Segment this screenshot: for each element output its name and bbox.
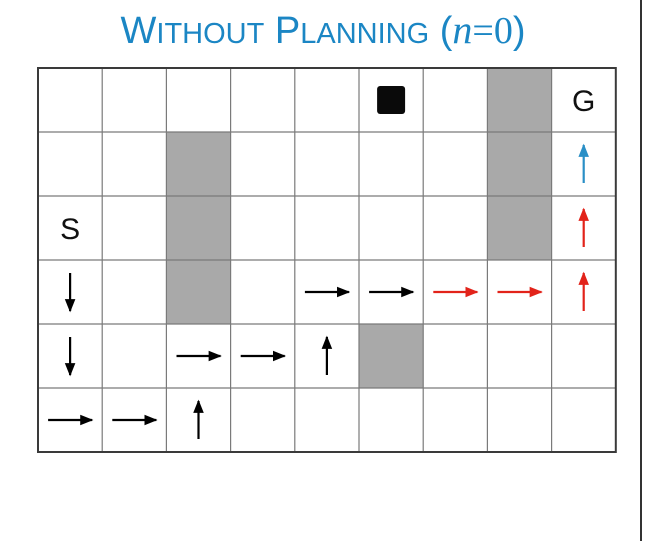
title-initial-p: P [274,10,301,52]
title-equals-zero: =0 [472,10,513,52]
title-variable-n: n [452,7,473,52]
title-rest-planning: LANNING [300,18,430,50]
wall-cell [487,68,552,132]
grid-border [37,67,617,453]
wall-cell [487,132,552,196]
wall-cell [487,196,552,260]
title-paren-open: ( [439,10,453,52]
wall-cell [166,260,231,324]
wall-cell [166,132,231,196]
right-edge-divider [640,0,642,541]
wall-cell [359,324,424,388]
title-rest-without: ITHOUT [156,18,265,50]
goal-label: G [572,85,595,118]
agent-square [377,86,406,114]
page-title: WITHOUT PLANNING (n=0) [0,6,646,58]
wall-cell [166,196,231,260]
start-label: S [60,213,80,246]
title-initial-w: W [120,10,157,52]
title-paren-close: ) [512,10,526,52]
